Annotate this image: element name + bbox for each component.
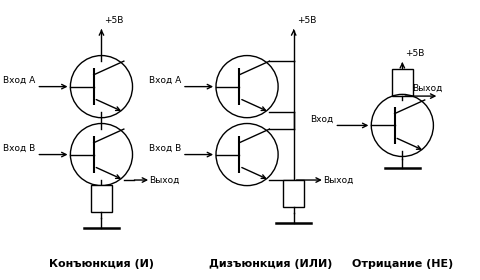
Text: Вход А: Вход А — [3, 76, 36, 85]
Bar — [392, 69, 413, 96]
Bar — [91, 185, 112, 212]
Text: +5В: +5В — [405, 49, 425, 58]
Text: Дизъюнкция (ИЛИ): Дизъюнкция (ИЛИ) — [209, 259, 332, 269]
Text: Вход: Вход — [310, 115, 334, 124]
Text: Вход В: Вход В — [3, 144, 36, 153]
Text: Выход: Выход — [149, 176, 180, 185]
Text: +5В: +5В — [104, 17, 124, 25]
Text: Конъюнкция (И): Конъюнкция (И) — [49, 259, 154, 269]
Text: +5В: +5В — [297, 17, 316, 25]
Text: Выход: Выход — [323, 176, 353, 185]
Bar — [283, 180, 304, 207]
Text: Отрицание (НЕ): Отрицание (НЕ) — [352, 259, 453, 269]
Text: Вход В: Вход В — [149, 144, 181, 153]
Text: Вход А: Вход А — [149, 76, 181, 85]
Text: Выход: Выход — [412, 84, 443, 93]
